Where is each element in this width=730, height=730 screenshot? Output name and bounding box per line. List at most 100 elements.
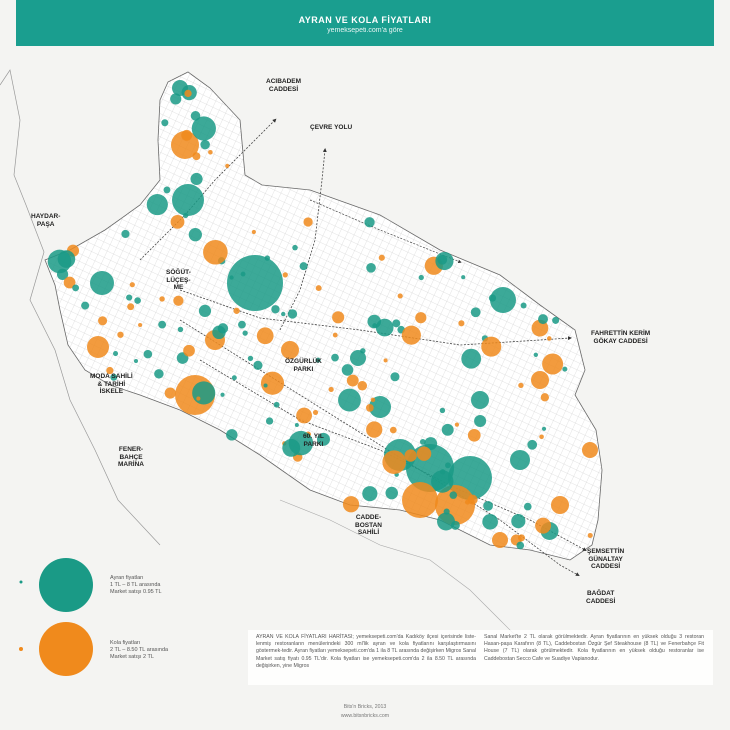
price-bubble	[192, 152, 201, 161]
price-bubble	[129, 282, 135, 288]
label-semsettin: ŞEMSETTİN GÜNALTAY CADDESİ	[587, 548, 625, 570]
price-bubble	[461, 275, 466, 280]
price-bubble	[404, 449, 417, 462]
price-bubble	[357, 380, 368, 391]
price-bubble	[418, 274, 424, 281]
price-bubble	[134, 297, 141, 304]
price-bubble	[226, 429, 238, 441]
road-ring	[309, 199, 462, 263]
price-bubble	[292, 244, 298, 251]
price-bubble	[474, 414, 487, 428]
price-bubble	[227, 255, 283, 311]
price-bubble	[439, 469, 446, 475]
price-bubble	[518, 382, 524, 389]
price-bubble	[233, 307, 240, 314]
price-bubble	[177, 326, 184, 333]
price-bubble	[133, 359, 139, 364]
price-bubble	[184, 89, 192, 98]
price-bubble	[540, 393, 549, 402]
price-bubble	[303, 217, 313, 227]
price-bubble	[260, 371, 285, 395]
price-bubble	[424, 437, 438, 451]
price-bubble	[416, 446, 432, 461]
price-bubble	[482, 513, 498, 530]
price-bubble	[217, 323, 229, 334]
price-bubble	[183, 344, 195, 357]
price-bubble	[401, 325, 421, 345]
price-bubble	[146, 194, 168, 216]
price-bubble	[265, 417, 274, 425]
price-bubble	[170, 93, 182, 105]
price-bubble	[520, 302, 527, 309]
price-bubble	[159, 296, 165, 302]
price-bubble	[481, 336, 502, 357]
label-fenerbahce: FENER- BAHÇE MARİNA	[118, 446, 144, 468]
label-haydarpasa: HAYDAR- PAŞA	[31, 213, 61, 228]
price-bubble	[366, 262, 376, 273]
description-col1: AYRAN VE KOLA FİYATLARI HARİTASI; yemeks…	[256, 634, 476, 669]
price-bubble	[273, 401, 280, 408]
price-bubble	[516, 541, 525, 550]
price-bubble	[350, 350, 366, 366]
price-bubble	[431, 470, 454, 493]
price-bubble	[342, 496, 360, 513]
price-bubble	[192, 381, 216, 405]
label-bagdat: BAĞDAT CADDESİ	[586, 590, 616, 605]
price-bubble	[240, 271, 246, 277]
price-bubble	[164, 387, 176, 399]
price-bubble	[454, 422, 460, 427]
price-bubble	[467, 428, 481, 442]
price-bubble	[138, 322, 143, 328]
price-bubble	[143, 349, 153, 359]
price-bubble	[331, 353, 339, 362]
price-bubble	[154, 369, 164, 379]
price-bubble	[362, 486, 378, 502]
price-bubble	[366, 404, 374, 412]
price-bubble	[332, 332, 338, 338]
price-bubble	[294, 423, 299, 428]
price-bubble	[437, 512, 455, 531]
price-bubble	[172, 184, 204, 216]
price-bubble	[542, 353, 564, 375]
road-cevre	[279, 148, 327, 331]
price-bubble	[229, 275, 234, 280]
price-bubble	[328, 386, 334, 393]
price-bubble	[87, 336, 109, 358]
price-bubble	[81, 301, 90, 310]
price-bubble	[533, 352, 539, 357]
legend-ayran-text: Ayran fiyatları 1 TL – 8 TL arasında Mar…	[110, 575, 162, 595]
price-bubble	[523, 502, 532, 511]
price-bubble	[488, 294, 497, 302]
price-bubble	[113, 351, 119, 357]
price-bubble	[296, 407, 312, 424]
price-bubble	[315, 285, 322, 292]
price-bubble	[264, 255, 271, 261]
label-caddebostan: CADDE- BOSTAN SAHİLİ	[355, 514, 382, 536]
price-bubble	[282, 272, 288, 278]
price-bubble	[299, 262, 308, 271]
price-bubble	[338, 388, 361, 412]
price-bubble	[527, 439, 538, 450]
price-bubble	[332, 311, 345, 324]
legend-kola-circle	[39, 622, 93, 676]
price-bubble	[263, 383, 268, 388]
legend-ayran-small	[19, 580, 23, 584]
price-bubble	[287, 309, 298, 319]
price-bubble	[47, 249, 72, 274]
price-bubble	[397, 293, 403, 299]
price-bubble	[419, 439, 426, 445]
price-bubble	[458, 320, 465, 327]
price-bubble	[242, 330, 248, 336]
price-bubble	[191, 116, 216, 141]
road-acibadem	[139, 118, 277, 261]
price-bubble	[415, 312, 427, 324]
price-bubble	[121, 229, 130, 239]
legend-kola-small	[19, 647, 23, 651]
price-bubble	[490, 287, 516, 313]
price-bubble	[535, 517, 552, 534]
price-bubble	[471, 391, 489, 409]
road-bagdat	[179, 319, 580, 576]
price-bubble	[464, 499, 471, 505]
price-bubble	[183, 212, 189, 219]
price-bubble	[492, 532, 508, 548]
